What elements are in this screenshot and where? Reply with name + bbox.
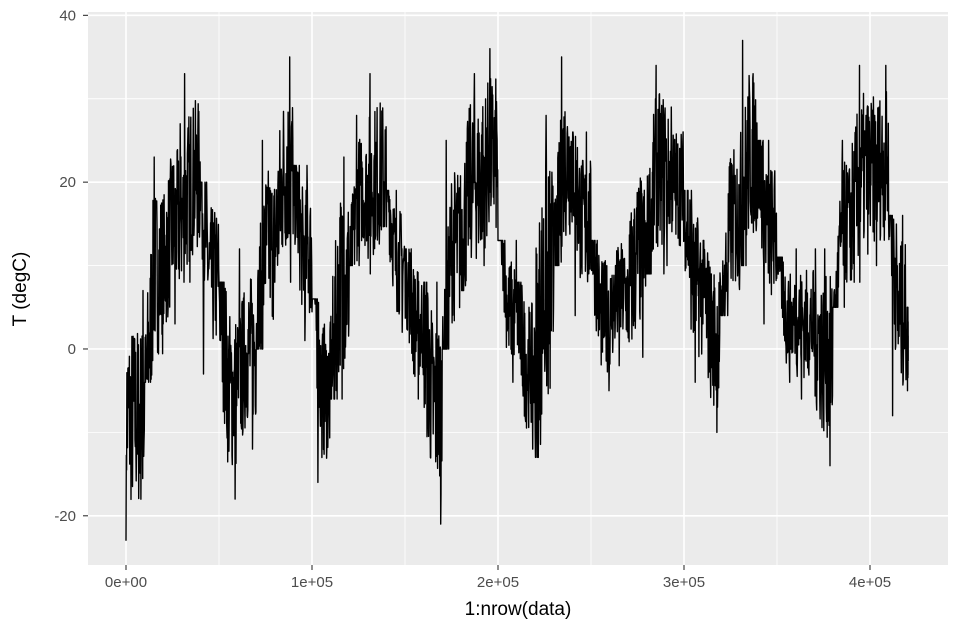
x-tick-label: 1e+05	[291, 574, 333, 591]
x-axis-title: 1:nrow(data)	[465, 599, 572, 620]
y-tick-label: 20	[59, 174, 76, 191]
x-tick-label: 4e+05	[849, 574, 891, 591]
y-tick-label: 0	[68, 341, 76, 358]
x-tick-label: 0e+00	[105, 574, 147, 591]
y-axis: -20 0 20 40	[54, 7, 88, 525]
series-line-group	[125, 39, 909, 541]
x-tick-label: 2e+05	[477, 574, 519, 591]
x-tick-label: 3e+05	[663, 574, 705, 591]
y-tick-label: -20	[54, 508, 76, 525]
y-tick-label: 40	[59, 7, 76, 24]
x-axis: 0e+00 1e+05 2e+05 3e+05 4e+05	[105, 565, 891, 591]
series-line	[125, 39, 909, 541]
y-axis-title: T (degC)	[10, 252, 31, 327]
